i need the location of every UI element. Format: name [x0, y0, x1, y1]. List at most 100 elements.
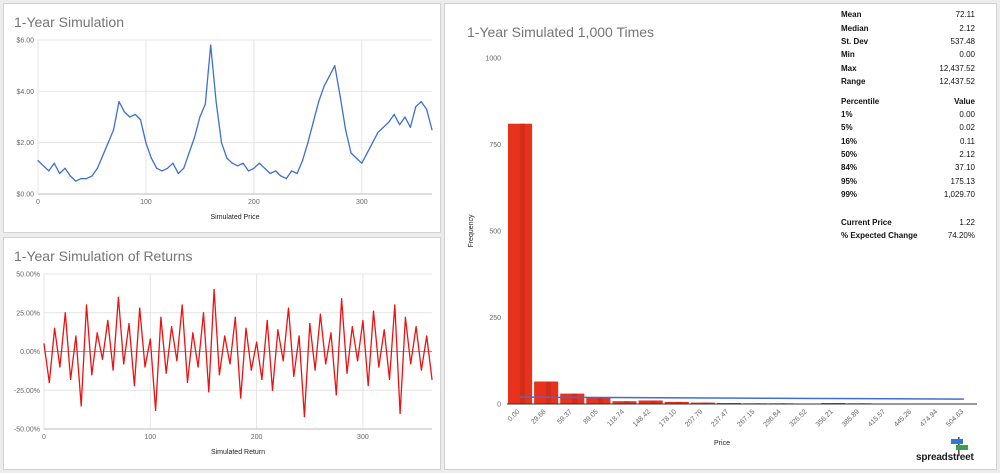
returns-series-line — [43, 288, 433, 418]
returns-data-point — [293, 375, 295, 377]
summary-value: 74.20% — [947, 231, 975, 241]
price-data-point — [307, 142, 309, 144]
returns-data-point — [85, 304, 88, 306]
price-data-point — [253, 167, 255, 169]
histogram-chart: 0 250 500 750 1000 0.00 29.68 59.37 89.05 118.74 1… — [468, 56, 977, 447]
returns-data-point — [144, 366, 146, 368]
price-data-point — [86, 178, 88, 180]
returns-data-point — [117, 296, 119, 298]
hist-y-axis-title: Frequency — [468, 214, 475, 248]
histogram-bar-shade — [545, 381, 552, 404]
stats-row-range: Range 12,437.52 — [841, 75, 975, 88]
price-x-tick-label: 0 — [36, 199, 40, 206]
price-data-point — [53, 162, 55, 164]
hist-y-tick-label: 0 — [497, 402, 501, 409]
signpost-flag-icon — [951, 437, 968, 455]
percentile-row: 5% 0.02 — [841, 121, 975, 134]
returns-x-tick-label: 100 — [144, 434, 156, 441]
price-data-point — [345, 129, 347, 131]
returns-data-point — [303, 416, 305, 418]
price-data-point — [145, 142, 147, 144]
price-data-point — [361, 162, 363, 164]
returns-data-point — [378, 366, 380, 368]
returns-data-point — [48, 381, 50, 384]
returns-data-point — [309, 323, 311, 325]
histogram-bar-shade — [598, 397, 604, 404]
returns-data-point — [112, 369, 114, 371]
hist-x-tick-label: 148.42 — [632, 408, 652, 428]
returns-data-point — [287, 307, 290, 309]
price-data-point — [177, 172, 179, 175]
returns-data-point — [171, 326, 173, 328]
price-series-line — [37, 44, 433, 182]
hist-x-axis-title: Price — [714, 440, 730, 447]
price-data-point — [123, 111, 125, 113]
price-data-point — [280, 175, 282, 177]
returns-data-point — [426, 335, 428, 337]
price-data-point — [59, 172, 61, 175]
returns-data-point — [282, 360, 284, 362]
price-y-tick-label: $6.00 — [16, 38, 34, 45]
price-data-point — [312, 121, 314, 123]
returns-data-point — [186, 381, 189, 384]
percentile-row: 84% 37.10 — [841, 161, 975, 174]
hist-x-tick-label: 356.21 — [815, 408, 835, 428]
percentile-label: 99% — [841, 190, 858, 200]
price-y-tick-label: $2.00 — [16, 140, 34, 147]
returns-data-point — [91, 374, 93, 376]
percentile-label: 84% — [841, 163, 858, 173]
hist-x-tick-label: 178.10 — [658, 408, 678, 428]
stats-row-min: Min 0.00 — [841, 48, 975, 61]
returns-data-point — [330, 332, 332, 334]
hist-x-tick-label: 207.79 — [684, 408, 704, 428]
hist-x-tick-label: 59.37 — [556, 408, 573, 425]
returns-data-point — [192, 332, 194, 334]
price-data-point — [156, 167, 158, 169]
stat-value: 2.12 — [959, 23, 975, 33]
stat-label: Median — [841, 23, 869, 33]
price-data-point — [220, 142, 223, 144]
returns-data-point — [240, 397, 242, 399]
returns-data-point — [388, 378, 391, 380]
stats-row-median: Median 2.12 — [841, 21, 975, 34]
price-data-point — [339, 95, 341, 98]
returns-data-point — [261, 378, 263, 380]
price-data-point — [301, 160, 304, 162]
returns-data-point — [410, 363, 412, 365]
stat-label: Range — [841, 77, 866, 87]
stat-value: 12,437.52 — [939, 63, 975, 73]
price-data-point — [269, 172, 271, 175]
price-data-point — [404, 116, 406, 118]
price-data-point — [393, 113, 395, 115]
percentile-row: 50% 2.12 — [841, 148, 975, 161]
percentile-row: 16% 0.11 — [841, 135, 975, 148]
price-data-point — [215, 101, 217, 103]
returns-data-point — [229, 363, 231, 365]
price-data-point — [183, 167, 185, 169]
returns-data-point — [362, 319, 364, 322]
returns-data-point — [181, 304, 183, 306]
stat-label: Mean — [841, 10, 862, 20]
histogram-fit-line — [520, 396, 964, 400]
percentile-label: 16% — [841, 136, 858, 146]
histogram-bar-shade — [624, 401, 630, 404]
price-data-point — [69, 175, 71, 177]
hist-x-tick-label: 474.94 — [919, 408, 939, 428]
returns-data-point — [64, 312, 66, 314]
stat-label: Max — [841, 63, 857, 73]
hist-x-tick-label: 504.63 — [945, 408, 965, 428]
price-data-point — [193, 136, 196, 139]
price-y-tick-label: $4.00 — [16, 89, 34, 96]
price-data-point — [242, 162, 244, 164]
price-data-point — [118, 101, 120, 103]
returns-data-point — [399, 412, 401, 415]
returns-data-point — [367, 385, 369, 387]
returns-y-tick-label: 50.00% — [16, 272, 40, 279]
returns-data-point — [208, 391, 210, 393]
price-data-point — [274, 170, 277, 172]
returns-data-point — [54, 327, 56, 329]
price-data-point — [258, 162, 260, 164]
returns-data-point — [266, 319, 268, 322]
returns-x-tick-label: 200 — [251, 434, 263, 441]
price-x-tick-label: 200 — [248, 199, 260, 206]
